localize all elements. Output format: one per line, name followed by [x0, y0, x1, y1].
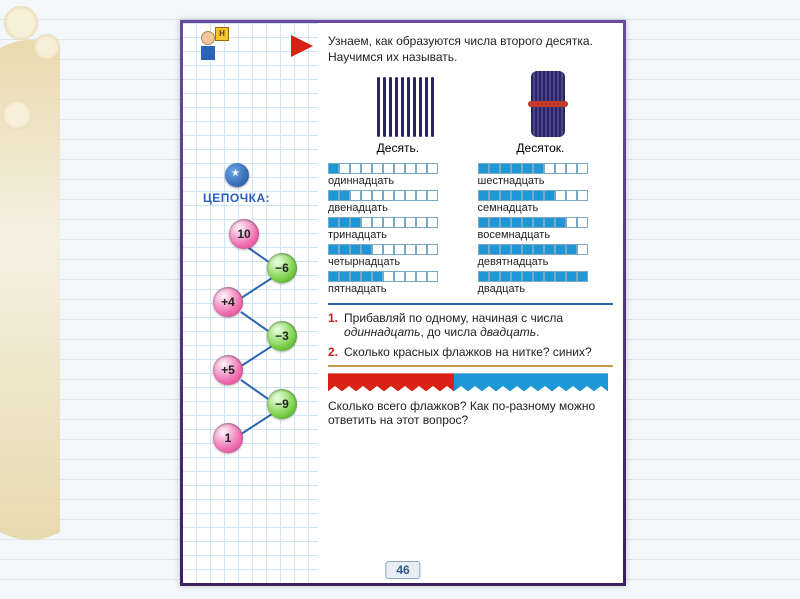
number-cell: четырнадцать — [328, 244, 464, 268]
tasks-block: 1.Прибавляй по одному, начиная с числа о… — [328, 303, 613, 359]
number-label: шестнадцать — [478, 175, 614, 187]
flag-red — [426, 373, 440, 391]
flag-blue — [524, 373, 538, 391]
sign-badge: Н — [215, 27, 229, 41]
number-label: восемнадцать — [478, 229, 614, 241]
loose-sticks — [377, 77, 434, 137]
chain-node: 10 — [229, 219, 259, 249]
number-label: пятнадцать — [328, 283, 464, 295]
notebook-grid: Н ★ ЦЕПОЧКА: 10 −6 +4 −3 +5 −9 1 — [183, 23, 318, 583]
number-cell: семнадцать — [478, 190, 614, 214]
number-cell: одиннадцать — [328, 163, 464, 187]
chain-node: −3 — [267, 321, 297, 351]
question-2: Сколько всего флажков? Как по-разному мо… — [328, 399, 613, 427]
number-label: четырнадцать — [328, 256, 464, 268]
flag-red — [398, 373, 412, 391]
number-label: семнадцать — [478, 202, 614, 214]
number-cell: девятнадцать — [478, 244, 614, 268]
sticks-row — [328, 71, 613, 137]
bundle-sticks — [531, 71, 565, 137]
flag-blue — [510, 373, 524, 391]
flag-row — [328, 373, 613, 391]
number-label: одиннадцать — [328, 175, 464, 187]
number-cell: двенадцать — [328, 190, 464, 214]
boy-icon: Н — [195, 31, 221, 71]
chain-node: −9 — [267, 389, 297, 419]
main-column: Узнаем, как образуются числа второго дес… — [318, 23, 623, 583]
flag-blue — [482, 373, 496, 391]
intro-text: Узнаем, как образуются числа второго дес… — [328, 33, 613, 65]
chain-title: ЦЕПОЧКА: — [203, 191, 270, 205]
flag-red — [412, 373, 426, 391]
number-label: девятнадцать — [478, 256, 614, 268]
flag-red — [342, 373, 356, 391]
flag-blue — [454, 373, 468, 391]
label-bundle: Десяток. — [516, 141, 564, 155]
chain-node: −6 — [267, 253, 297, 283]
flag-blue — [580, 373, 594, 391]
number-label: двенадцать — [328, 202, 464, 214]
label-ten: Десять. — [377, 141, 419, 155]
number-cell: двадцать — [478, 271, 614, 295]
chain-node: 1 — [213, 423, 243, 453]
flag-red — [440, 373, 454, 391]
number-label: двадцать — [478, 283, 614, 295]
flag-red — [384, 373, 398, 391]
flag-blue — [468, 373, 482, 391]
flag-blue — [496, 373, 510, 391]
flag-red — [370, 373, 384, 391]
chain-badge-icon: ★ — [225, 163, 249, 187]
number-cell: восемнадцать — [478, 217, 614, 241]
number-cell: тринадцать — [328, 217, 464, 241]
number-label: тринадцать — [328, 229, 464, 241]
flag-blue — [594, 373, 608, 391]
flag-blue — [566, 373, 580, 391]
task-item: 1.Прибавляй по одному, начиная с числа о… — [328, 311, 613, 339]
textbook-page: Н ★ ЦЕПОЧКА: 10 −6 +4 −3 +5 −9 1 Узнаем, как о… — [180, 20, 626, 586]
page-number: 46 — [385, 561, 420, 579]
flag-blue — [552, 373, 566, 391]
number-cell: пятнадцать — [328, 271, 464, 295]
numbers-grid: одиннадцать шестнадцать двенадцать семнадца… — [328, 163, 613, 295]
flag-string — [328, 365, 613, 367]
chain-node: +5 — [213, 355, 243, 385]
flag-red — [356, 373, 370, 391]
chain-node: +4 — [213, 287, 243, 317]
chain-diagram: 10 −6 +4 −3 +5 −9 1 — [183, 213, 318, 513]
task-item: 2.Сколько красных флажков на нитке? сини… — [328, 345, 613, 359]
triangle-marker-icon — [291, 35, 313, 57]
flag-blue — [538, 373, 552, 391]
number-cell: шестнадцать — [478, 163, 614, 187]
flag-red — [328, 373, 342, 391]
